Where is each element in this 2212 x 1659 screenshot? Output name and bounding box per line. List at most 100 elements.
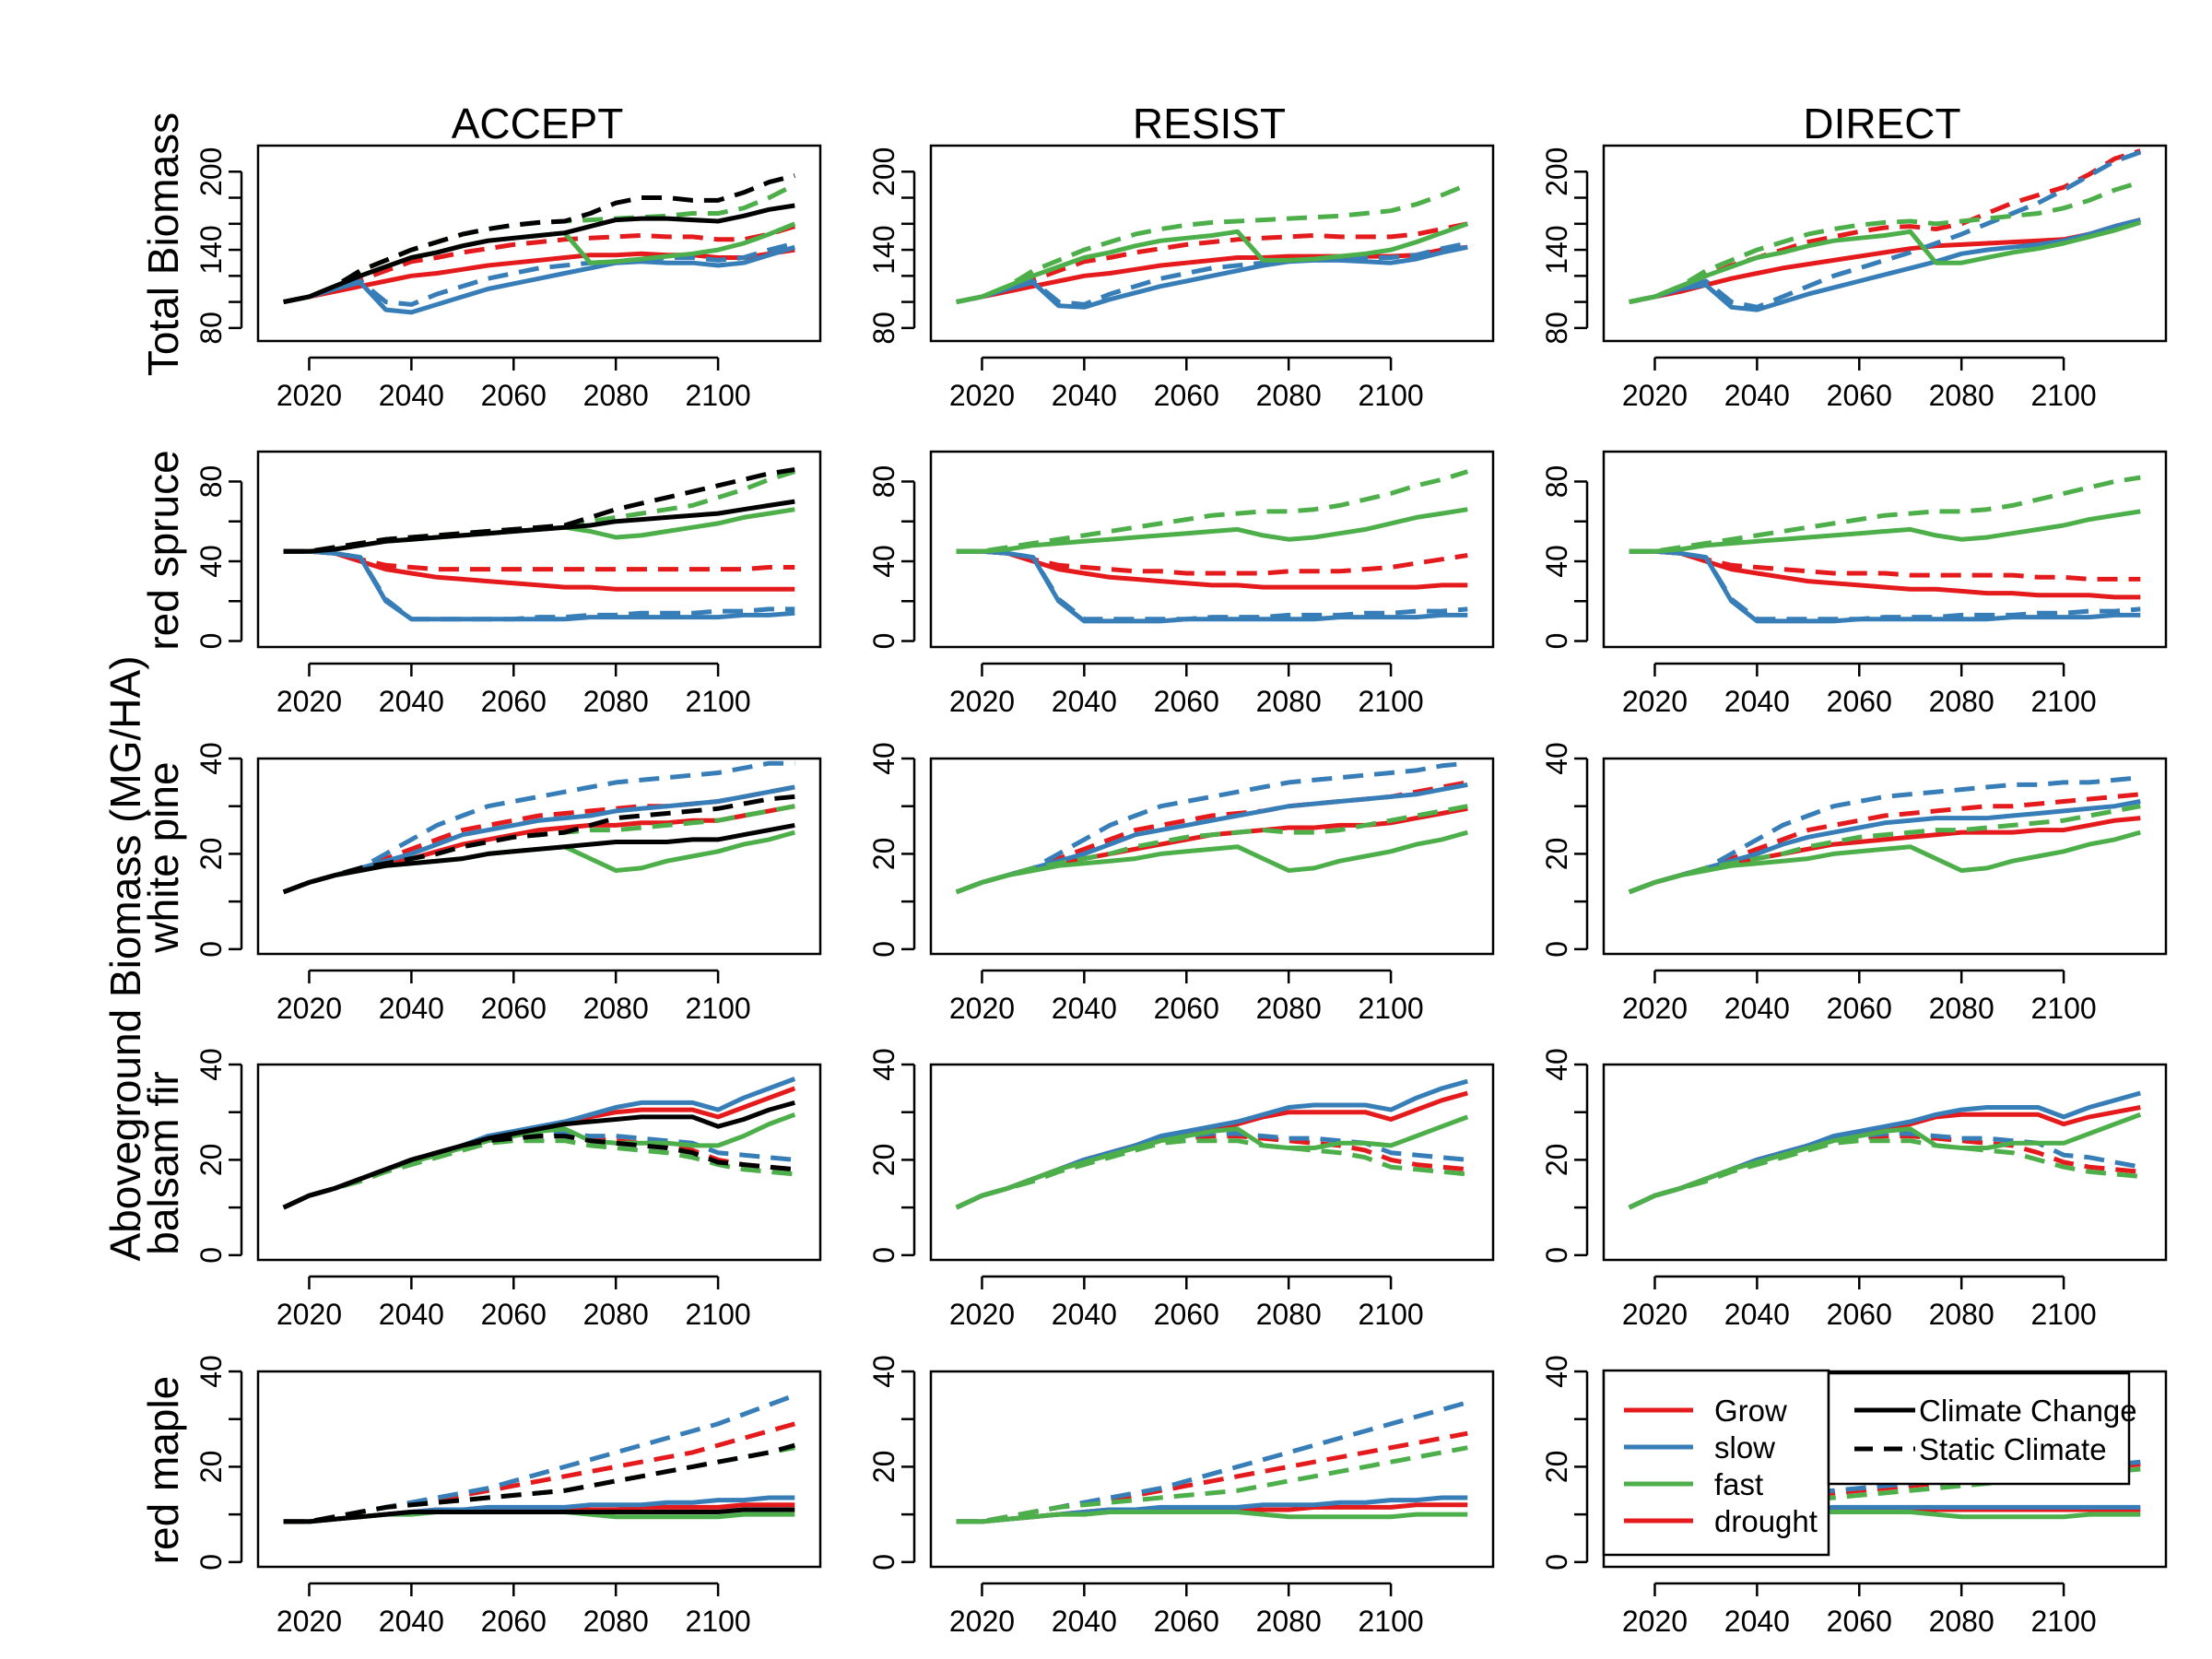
panel-accept-red-spruce-line-red-dashed-1	[283, 548, 795, 572]
panel-resist-red-maple-x-tick-label-2020: 2020	[949, 1605, 1015, 1638]
panel-direct-total-biomass-x-tick-label-2020: 2020	[1622, 379, 1688, 412]
column-title-accept: ACCEPT	[452, 100, 624, 147]
panel-direct-red-maple-x-tick-label-2040: 2040	[1724, 1605, 1790, 1638]
panel-direct-total-biomass-y-tick-label-200: 200	[1540, 147, 1573, 196]
panel-resist-white-pine-frame	[929, 757, 1495, 956]
panel-accept-white-pine-line-red-dashed-1	[282, 784, 795, 895]
column-title-direct: DIRECT	[1803, 100, 1960, 147]
panel-direct-red-spruce-y-tick-label-40: 40	[1540, 545, 1573, 578]
panel-direct-red-maple-y-tick-label-20: 20	[1540, 1451, 1573, 1484]
panel-direct-total-biomass-line-green-dashed-5	[1629, 180, 2142, 305]
panel-accept-white-pine-x-tick-label-2100: 2100	[685, 992, 750, 1025]
panel-direct-red-maple-x-tick-label-2060: 2060	[1827, 1605, 1892, 1638]
panel-resist-red-spruce-frame	[929, 450, 1495, 649]
panel-accept-red-spruce-x-tick-label-2060: 2060	[481, 685, 547, 718]
panel-resist-white-pine-y-tick-label-40: 40	[867, 742, 900, 775]
panel-accept-red-maple-x-tick-label-2040: 2040	[379, 1605, 444, 1638]
panel-direct-balsam-fir-y-tick-label-0: 0	[1540, 1247, 1573, 1264]
panel-direct-white-pine-y-tick-label-0: 0	[1540, 941, 1573, 958]
panel-resist-red-maple-x-tick-label-2100: 2100	[1358, 1605, 1423, 1638]
panel-accept-balsam-fir-x-tick-label-2100: 2100	[685, 1298, 750, 1331]
panel-resist-red-maple-x-tick-label-2040: 2040	[1052, 1605, 1117, 1638]
panel-accept-total-biomass-x-tick-label-2020: 2020	[276, 379, 342, 412]
panel-resist-total-biomass-x-tick-label-2080: 2080	[1256, 379, 1322, 412]
panel-accept-red-spruce-y-tick-label-40: 40	[194, 545, 228, 578]
panel-accept-total-biomass-line-blue-solid-2	[283, 244, 796, 315]
panel-resist-balsam-fir-x-tick-label-2060: 2060	[1154, 1298, 1219, 1331]
panel-accept-red-spruce-x-tick-label-2080: 2080	[583, 685, 649, 718]
panel-resist-balsam-fir-y-tick-label-0: 0	[867, 1247, 900, 1264]
panel-direct-white-pine-line-green-solid-4	[1628, 830, 2141, 895]
panel-accept-balsam-fir-y-tick-label-40: 40	[194, 1048, 228, 1081]
panel-accept-total-biomass-line-red-solid-0	[283, 247, 795, 305]
panel-accept-white-pine-x-tick-label-2060: 2060	[481, 992, 547, 1025]
panel-accept-balsam-fir-y-tick-label-20: 20	[194, 1144, 228, 1177]
panel-direct-balsam-fir-x-tick-label-2080: 2080	[1929, 1298, 1994, 1331]
panel-direct-red-spruce-line-red-solid-0	[1629, 548, 2141, 600]
panel-resist-red-maple-line-blue-dashed-3	[956, 1400, 1468, 1524]
panel-direct-white-pine-line-red-dashed-1	[1628, 792, 2141, 895]
panel-accept-white-pine-x-tick-label-2020: 2020	[276, 992, 342, 1025]
panel-resist-balsam-fir-x-tick-label-2080: 2080	[1256, 1298, 1322, 1331]
panel-direct-red-spruce-x-tick-label-2060: 2060	[1827, 685, 1892, 718]
panel-accept-red-spruce-line-red-solid-0	[283, 548, 795, 592]
panel-resist-total-biomass-x-tick-label-2020: 2020	[949, 379, 1015, 412]
panel-direct-total-biomass-x-tick-label-2080: 2080	[1929, 379, 1994, 412]
panel-direct-red-maple-y-tick-label-0: 0	[1540, 1554, 1573, 1571]
panel-direct-white-pine-x-tick-label-2040: 2040	[1724, 992, 1790, 1025]
panel-accept-total-biomass-x-tick-label-2060: 2060	[481, 379, 547, 412]
panel-resist-balsam-fir-line-green-solid-4	[955, 1114, 1469, 1210]
panel-accept-red-spruce-x-tick-label-2100: 2100	[685, 685, 750, 718]
panel-direct-total-biomass-x-tick-label-2060: 2060	[1827, 379, 1892, 412]
panel-resist-total-biomass-y-tick-label-80: 80	[867, 312, 900, 345]
panel-accept-red-spruce-x-tick-label-2020: 2020	[276, 685, 342, 718]
panel-resist-red-spruce: 2020 2040 2060 2080 2100 0 40 80	[867, 450, 1495, 718]
panel-accept-total-biomass-x-tick-label-2080: 2080	[583, 379, 649, 412]
panel-accept-red-maple-y-tick-label-20: 20	[194, 1451, 228, 1484]
panel-direct-balsam-fir-y-tick-label-20: 20	[1540, 1144, 1573, 1177]
panel-direct-total-biomass-line-green-solid-4	[1629, 220, 2142, 305]
panel-accept-balsam-fir-line-green-dashed-5	[282, 1138, 795, 1210]
panel-accept-total-biomass-x-tick-label-2100: 2100	[685, 379, 750, 412]
panel-resist-red-spruce-x-tick-label-2060: 2060	[1154, 685, 1219, 718]
panel-direct-red-spruce-x-tick-label-2020: 2020	[1622, 685, 1688, 718]
panel-resist-total-biomass-line-blue-dashed-3	[956, 241, 1468, 307]
panel-direct-white-pine-line-blue-solid-2	[1628, 799, 2141, 895]
panel-resist-white-pine-x-tick-label-2020: 2020	[949, 992, 1015, 1025]
panel-resist-balsam-fir-x-tick-label-2040: 2040	[1052, 1298, 1117, 1331]
panel-accept-total-biomass-line-black-dashed-7	[283, 173, 795, 305]
panel-accept-red-spruce-frame	[256, 450, 822, 649]
legend-climate-change-label: Climate Change	[1919, 1394, 2137, 1428]
panel-accept-balsam-fir-x-tick-label-2020: 2020	[276, 1298, 342, 1331]
panel-direct-red-spruce-line-green-solid-4	[1629, 509, 2141, 554]
panel-resist-balsam-fir-y-tick-label-40: 40	[867, 1048, 900, 1081]
panel-direct-balsam-fir-frame	[1602, 1063, 2168, 1262]
panel-direct-balsam-fir-x-tick-label-2060: 2060	[1827, 1298, 1892, 1331]
panel-resist-red-spruce-x-tick-label-2020: 2020	[949, 685, 1015, 718]
row-label-red-spruce: red spruce	[139, 450, 187, 650]
column-title-resist: RESIST	[1133, 100, 1286, 147]
row-label-red-maple: red maple	[139, 1376, 187, 1565]
panel-accept-red-spruce: 2020 2040 2060 2080 2100 0 40 80	[194, 450, 822, 718]
panel-resist-total-biomass-line-red-dashed-1	[956, 221, 1468, 305]
panel-accept-red-spruce-line-black-dashed-7	[283, 467, 795, 554]
panel-accept-red-spruce-x-tick-label-2040: 2040	[379, 685, 444, 718]
panel-accept-balsam-fir-x-tick-label-2040: 2040	[379, 1298, 444, 1331]
panel-direct-red-spruce-y-tick-label-0: 0	[1540, 633, 1573, 650]
panel-accept-red-maple-frame	[256, 1370, 822, 1569]
panel-direct-balsam-fir-x-tick-label-2040: 2040	[1724, 1298, 1790, 1331]
panel-accept-total-biomass-y-tick-label-200: 200	[194, 147, 228, 196]
panel-resist-balsam-fir-x-tick-label-2020: 2020	[949, 1298, 1015, 1331]
panel-accept-white-pine-y-tick-label-0: 0	[194, 941, 228, 958]
panel-resist-red-maple-y-tick-label-20: 20	[867, 1451, 900, 1484]
panel-direct-balsam-fir-x-tick-label-2020: 2020	[1622, 1298, 1688, 1331]
panel-accept-red-maple-x-tick-label-2100: 2100	[685, 1605, 750, 1638]
panel-resist-total-biomass-y-tick-label-140: 140	[867, 225, 900, 274]
panel-resist-red-spruce-line-red-solid-0	[956, 548, 1468, 590]
panel-accept-total-biomass-line-black-solid-6	[283, 203, 795, 305]
